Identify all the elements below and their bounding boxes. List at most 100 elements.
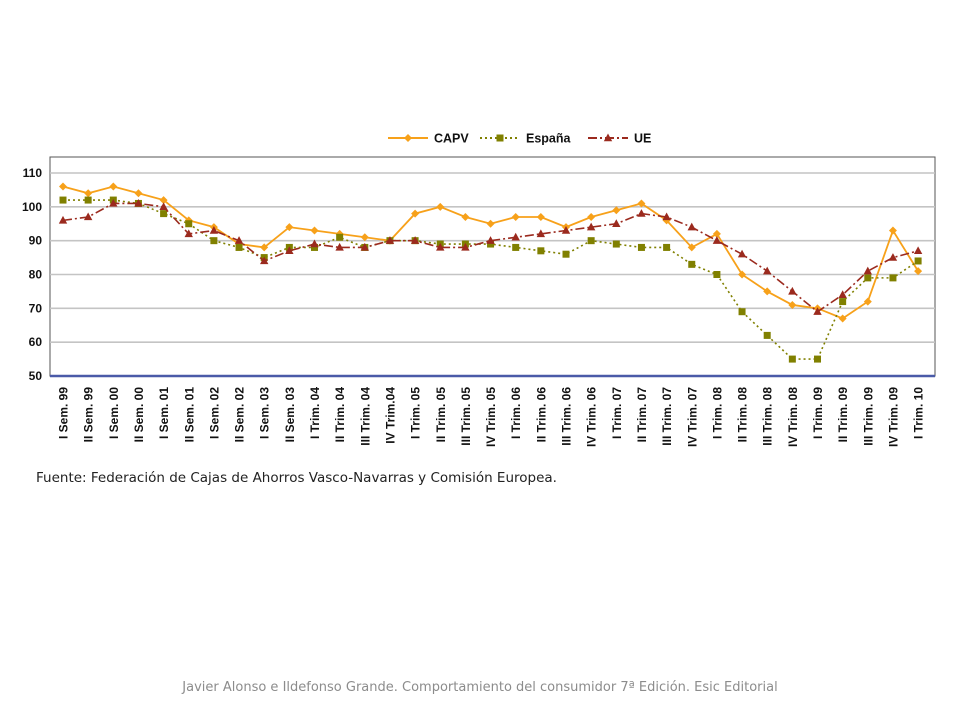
data-point (562, 250, 570, 258)
x-tick-label: I Sem. 99 (57, 387, 71, 439)
data-point (411, 209, 420, 218)
x-tick-label: I Trim. 07 (610, 387, 624, 439)
x-tick-label: II Sem. 99 (82, 387, 96, 443)
x-tick-label: I Trim. 06 (509, 387, 523, 439)
series-espana (59, 196, 922, 363)
series-group (58, 182, 923, 363)
chart-legend: CAPV España UE (388, 132, 651, 146)
data-point (788, 286, 797, 295)
data-point (863, 297, 872, 306)
data-point (234, 236, 244, 244)
data-point (84, 196, 92, 204)
x-tick-label: IV Trim. 09 (886, 387, 900, 447)
data-point (637, 243, 645, 251)
x-tick-label: II Sem. 00 (132, 387, 146, 443)
data-point (285, 246, 294, 255)
data-point (637, 209, 646, 217)
y-tick-label: 50 (29, 369, 43, 383)
footer-credit: Javier Alonso e Ildefonso Grande. Compor… (182, 680, 778, 695)
x-tick-label: I Sem. 03 (258, 387, 272, 439)
data-point (260, 256, 269, 265)
x-tick-label: II Trim. 09 (836, 387, 850, 443)
data-point (310, 226, 319, 235)
data-point (360, 242, 369, 251)
y-tick-label: 80 (29, 268, 43, 282)
data-point (59, 196, 67, 204)
legend-label: CAPV (434, 132, 469, 146)
data-point (311, 243, 318, 251)
data-point (336, 233, 344, 241)
y-tick-label: 110 (23, 166, 43, 180)
data-point (496, 134, 504, 142)
data-point (410, 236, 420, 244)
x-tick-label: I Trim. 04 (308, 387, 322, 439)
x-tick-label: III Trim. 04 (358, 387, 372, 446)
data-point (461, 212, 470, 221)
data-point (512, 243, 520, 251)
data-point (603, 133, 613, 142)
data-point (612, 219, 621, 227)
data-point (134, 189, 143, 198)
data-point (888, 253, 898, 261)
data-point (662, 212, 671, 221)
data-point (612, 206, 621, 215)
data-point (436, 242, 445, 251)
x-tick-label: II Trim. 08 (736, 387, 750, 443)
data-point (587, 237, 595, 245)
data-point (84, 189, 93, 198)
data-point (913, 246, 923, 255)
data-point (814, 355, 821, 363)
x-tick-label: I Trim. 08 (710, 387, 724, 439)
plot-area-frame (49, 156, 936, 377)
data-point (687, 243, 696, 252)
data-point (109, 182, 118, 191)
x-tick-label: III Trim. 08 (761, 387, 775, 446)
x-tick-label: I Trim. 09 (811, 387, 825, 439)
x-axis: I Sem. 99 II Sem. 99 I Sem. 00 II Sem. 00 I … (57, 387, 926, 447)
data-point (486, 236, 495, 244)
y-tick-label: 90 (29, 234, 43, 248)
x-tick-label: I Sem. 00 (107, 387, 121, 439)
x-tick-label: II Trim. 07 (635, 387, 649, 443)
series-capv (59, 182, 923, 323)
data-point (737, 249, 747, 258)
data-point (461, 242, 470, 251)
data-point (184, 229, 193, 238)
x-tick-label: II Sem. 03 (283, 387, 297, 443)
data-point (587, 212, 596, 221)
y-axis: 50 60 70 80 90 100 110 (22, 166, 42, 383)
data-point (713, 271, 721, 278)
x-tick-label: IV Trim. 06 (585, 387, 599, 447)
data-point (612, 240, 620, 248)
data-point (210, 237, 218, 245)
data-point (914, 257, 922, 265)
data-point (788, 300, 797, 309)
legend-label: España (526, 132, 572, 146)
x-tick-label: I Sem. 02 (207, 387, 221, 439)
data-point (385, 236, 395, 244)
x-tick-label: III Trim. 07 (660, 387, 674, 446)
data-point (687, 222, 696, 231)
data-point (209, 226, 219, 234)
data-point (360, 233, 369, 242)
data-point (914, 267, 923, 276)
x-tick-label: II Trim. 04 (333, 387, 347, 443)
data-point (536, 212, 545, 221)
data-point (712, 236, 722, 244)
data-point (83, 212, 93, 221)
data-point (260, 243, 269, 252)
data-point (487, 240, 495, 248)
series-line (62, 202, 919, 313)
data-point (160, 210, 168, 218)
data-point (688, 260, 696, 268)
data-point (335, 242, 344, 251)
data-point (864, 274, 872, 282)
x-tick-label: I Trim. 10 (912, 387, 926, 439)
x-tick-label: II Sem. 02 (233, 387, 247, 443)
x-tick-label: II Sem. 01 (182, 387, 196, 443)
data-point (637, 199, 646, 208)
x-tick-label: II Trim. 06 (534, 387, 548, 443)
data-point (159, 196, 168, 205)
x-tick-label: IV Trim. 07 (685, 387, 699, 447)
